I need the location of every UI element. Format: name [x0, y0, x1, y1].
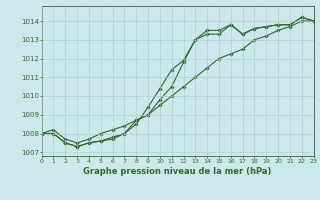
X-axis label: Graphe pression niveau de la mer (hPa): Graphe pression niveau de la mer (hPa)	[84, 167, 272, 176]
